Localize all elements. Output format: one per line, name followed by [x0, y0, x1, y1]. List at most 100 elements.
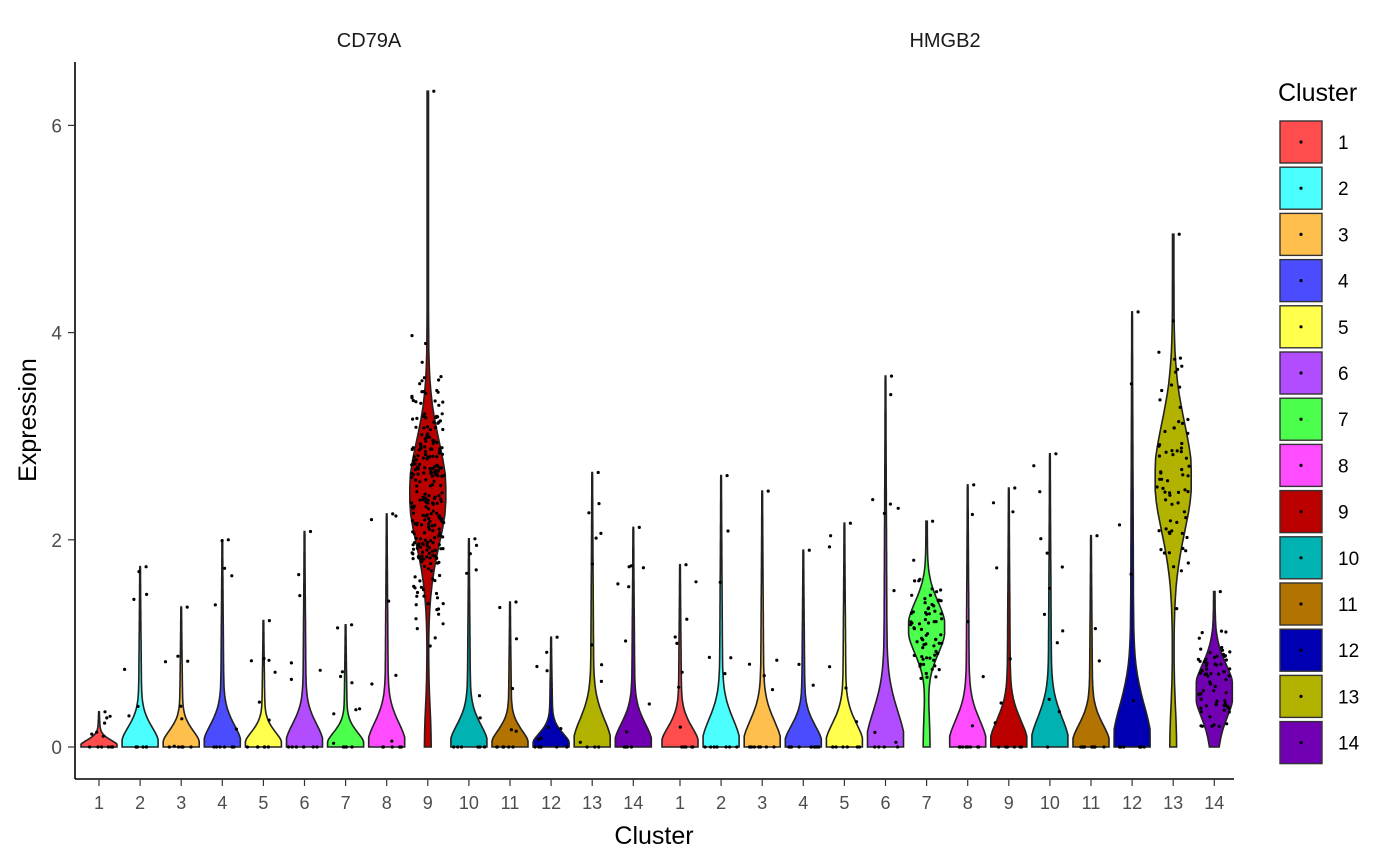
- x-tick-label: 3: [757, 793, 767, 813]
- point-cd79a-2: [145, 745, 149, 749]
- point-hmgb2-13: [1164, 498, 1168, 502]
- point-cd79a-9: [436, 421, 440, 425]
- violin-cd79a-cluster-7: [326, 624, 365, 748]
- violin-cd79a-cluster-10: [450, 538, 488, 748]
- point-cd79a-9: [414, 536, 418, 541]
- point-cd79a-13: [590, 643, 594, 647]
- point-cd79a-2: [135, 745, 139, 749]
- point-cd79a-8: [369, 518, 374, 522]
- point-hmgb2-14: [1227, 710, 1231, 714]
- point-cd79a-7: [354, 708, 358, 712]
- point-cd79a-1: [105, 716, 109, 720]
- point-cd79a-9: [431, 501, 435, 505]
- point-cd79a-13: [585, 745, 589, 749]
- point-hmgb2-6: [892, 589, 896, 593]
- point-cd79a-9: [431, 454, 435, 458]
- point-cd79a-4: [214, 745, 219, 749]
- point-hmgb2-9: [999, 701, 1003, 705]
- point-cd79a-9: [428, 644, 432, 648]
- point-hmgb2-7: [930, 587, 934, 591]
- point-hmgb2-7: [923, 618, 928, 622]
- point-hmgb2-9: [995, 566, 999, 570]
- point-max-hmgb2-9: [1013, 486, 1017, 490]
- point-cd79a-9: [420, 360, 424, 364]
- violin-hmgb2-cluster-13: [1154, 233, 1192, 748]
- point-hmgb2-7: [932, 644, 936, 648]
- point-hmgb2-13: [1186, 474, 1190, 478]
- point-hmgb2-13: [1179, 446, 1183, 450]
- violin-cd79a-cluster-9: [409, 90, 447, 748]
- point-max-hmgb2-1: [684, 563, 688, 567]
- point-hmgb2-13: [1176, 367, 1180, 371]
- x-tick-label: 4: [798, 793, 808, 813]
- point-cd79a-9: [423, 445, 427, 449]
- point-cd79a-9: [427, 525, 431, 529]
- point-cd79a-13: [590, 562, 595, 566]
- point-cd79a-9: [411, 557, 415, 561]
- point-cd79a-9: [429, 447, 433, 451]
- violin-hmgb2-cluster-10: [1031, 453, 1069, 748]
- point-hmgb2-13: [1159, 470, 1163, 474]
- point-cd79a-9: [411, 417, 415, 421]
- point-hmgb2-12: [1138, 745, 1142, 749]
- point-cd79a-1: [100, 745, 104, 749]
- point-cd79a-6: [289, 677, 293, 682]
- point-cd79a-14: [616, 582, 620, 586]
- point-hmgb2-7: [923, 601, 927, 605]
- point-hmgb2-13: [1180, 531, 1184, 536]
- point-cd79a-9: [416, 543, 420, 547]
- point-cd79a-9: [418, 382, 422, 386]
- point-cd79a-4: [220, 539, 224, 543]
- point-cd79a-12: [545, 669, 549, 673]
- violin-hmgb2-cluster-3: [743, 490, 781, 748]
- point-hmgb2-9: [1011, 510, 1015, 514]
- point-cd79a-2: [136, 704, 140, 709]
- point-cd79a-9: [431, 541, 435, 545]
- point-cd79a-9: [415, 490, 419, 494]
- point-hmgb2-8: [958, 745, 962, 749]
- legend-label-3: 3: [1338, 225, 1349, 246]
- point-cd79a-6: [311, 745, 315, 749]
- point-hmgb2-7: [932, 658, 936, 662]
- point-cd79a-9: [431, 529, 435, 533]
- point-hmgb2-13: [1157, 529, 1161, 533]
- point-cd79a-8: [370, 682, 374, 686]
- point-hmgb2-2: [724, 745, 728, 749]
- point-hmgb2-10: [1055, 641, 1059, 645]
- point-hmgb2-3: [752, 745, 757, 749]
- point-cd79a-9: [415, 590, 420, 595]
- point-hmgb2-10: [1045, 551, 1049, 555]
- point-cd79a-14: [623, 745, 628, 749]
- point-cd79a-4: [230, 574, 234, 578]
- point-hmgb2-13: [1185, 535, 1189, 540]
- point-cd79a-9: [427, 516, 431, 521]
- point-hmgb2-7: [927, 612, 932, 616]
- point-hmgb2-5: [844, 686, 848, 690]
- legend-label-10: 10: [1338, 549, 1359, 570]
- point-hmgb2-13: [1160, 388, 1164, 393]
- x-tick-label: 14: [623, 793, 643, 813]
- point-cd79a-13: [599, 531, 603, 536]
- point-hmgb2-7: [913, 579, 917, 583]
- point-hmgb2-2: [707, 655, 712, 660]
- legend-key-dot: [1299, 648, 1303, 652]
- point-cd79a-3: [186, 659, 190, 663]
- point-cd79a-2: [132, 597, 136, 602]
- point-hmgb2-14: [1202, 660, 1207, 664]
- x-tick-label: 4: [217, 793, 227, 813]
- point-cd79a-9: [433, 579, 437, 583]
- point-hmgb2-8: [976, 745, 980, 749]
- point-cd79a-9: [424, 341, 428, 346]
- y-ticks: 0 2 4 6: [51, 116, 75, 759]
- point-hmgb2-6: [894, 740, 898, 744]
- point-cd79a-3: [167, 745, 171, 749]
- point-cd79a-9: [441, 427, 445, 432]
- point-hmgb2-14: [1224, 704, 1228, 708]
- point-cd79a-3: [179, 704, 183, 708]
- point-cd79a-9: [425, 548, 429, 552]
- point-cd79a-9: [421, 542, 425, 546]
- point-cd79a-9: [436, 534, 440, 538]
- point-hmgb2-10: [1032, 464, 1036, 468]
- point-hmgb2-5: [828, 665, 832, 669]
- point-cd79a-1: [96, 745, 100, 749]
